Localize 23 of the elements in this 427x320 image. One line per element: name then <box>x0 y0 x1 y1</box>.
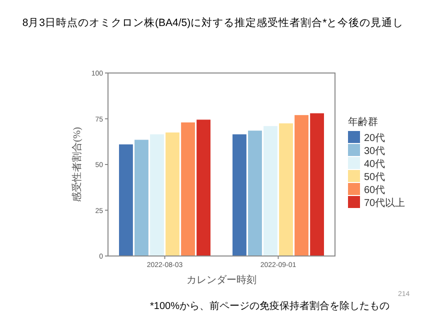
bar <box>264 126 278 256</box>
bar <box>166 132 180 256</box>
bar <box>248 130 262 256</box>
bar <box>310 113 324 256</box>
bar <box>150 134 164 256</box>
legend-label: 40代 <box>364 159 386 170</box>
bar <box>232 134 246 256</box>
legend-label: 30代 <box>364 146 386 157</box>
y-axis-title: 感受性者割合(%) <box>71 127 83 202</box>
legend-title: 年齢群 <box>348 116 378 128</box>
x-axis-title: カレンダー時刻 <box>186 274 256 286</box>
legend-label: 60代 <box>364 185 386 196</box>
text: *100%から、前ページの免疫保持者割合を除したもの <box>150 300 390 312</box>
bar <box>294 115 308 256</box>
legend-label: 70代以上 <box>364 197 406 209</box>
bar <box>119 144 133 256</box>
bar <box>196 120 210 256</box>
bar <box>279 123 293 256</box>
bar <box>134 140 148 256</box>
bar <box>181 122 195 256</box>
legend-label: 50代 <box>364 172 386 183</box>
legend-label: 20代 <box>364 133 386 144</box>
chart-title: 8月3日時点のオミクロン株(BA4/5)に対する推定感受性者割合*と今後の見通し <box>22 16 404 29</box>
